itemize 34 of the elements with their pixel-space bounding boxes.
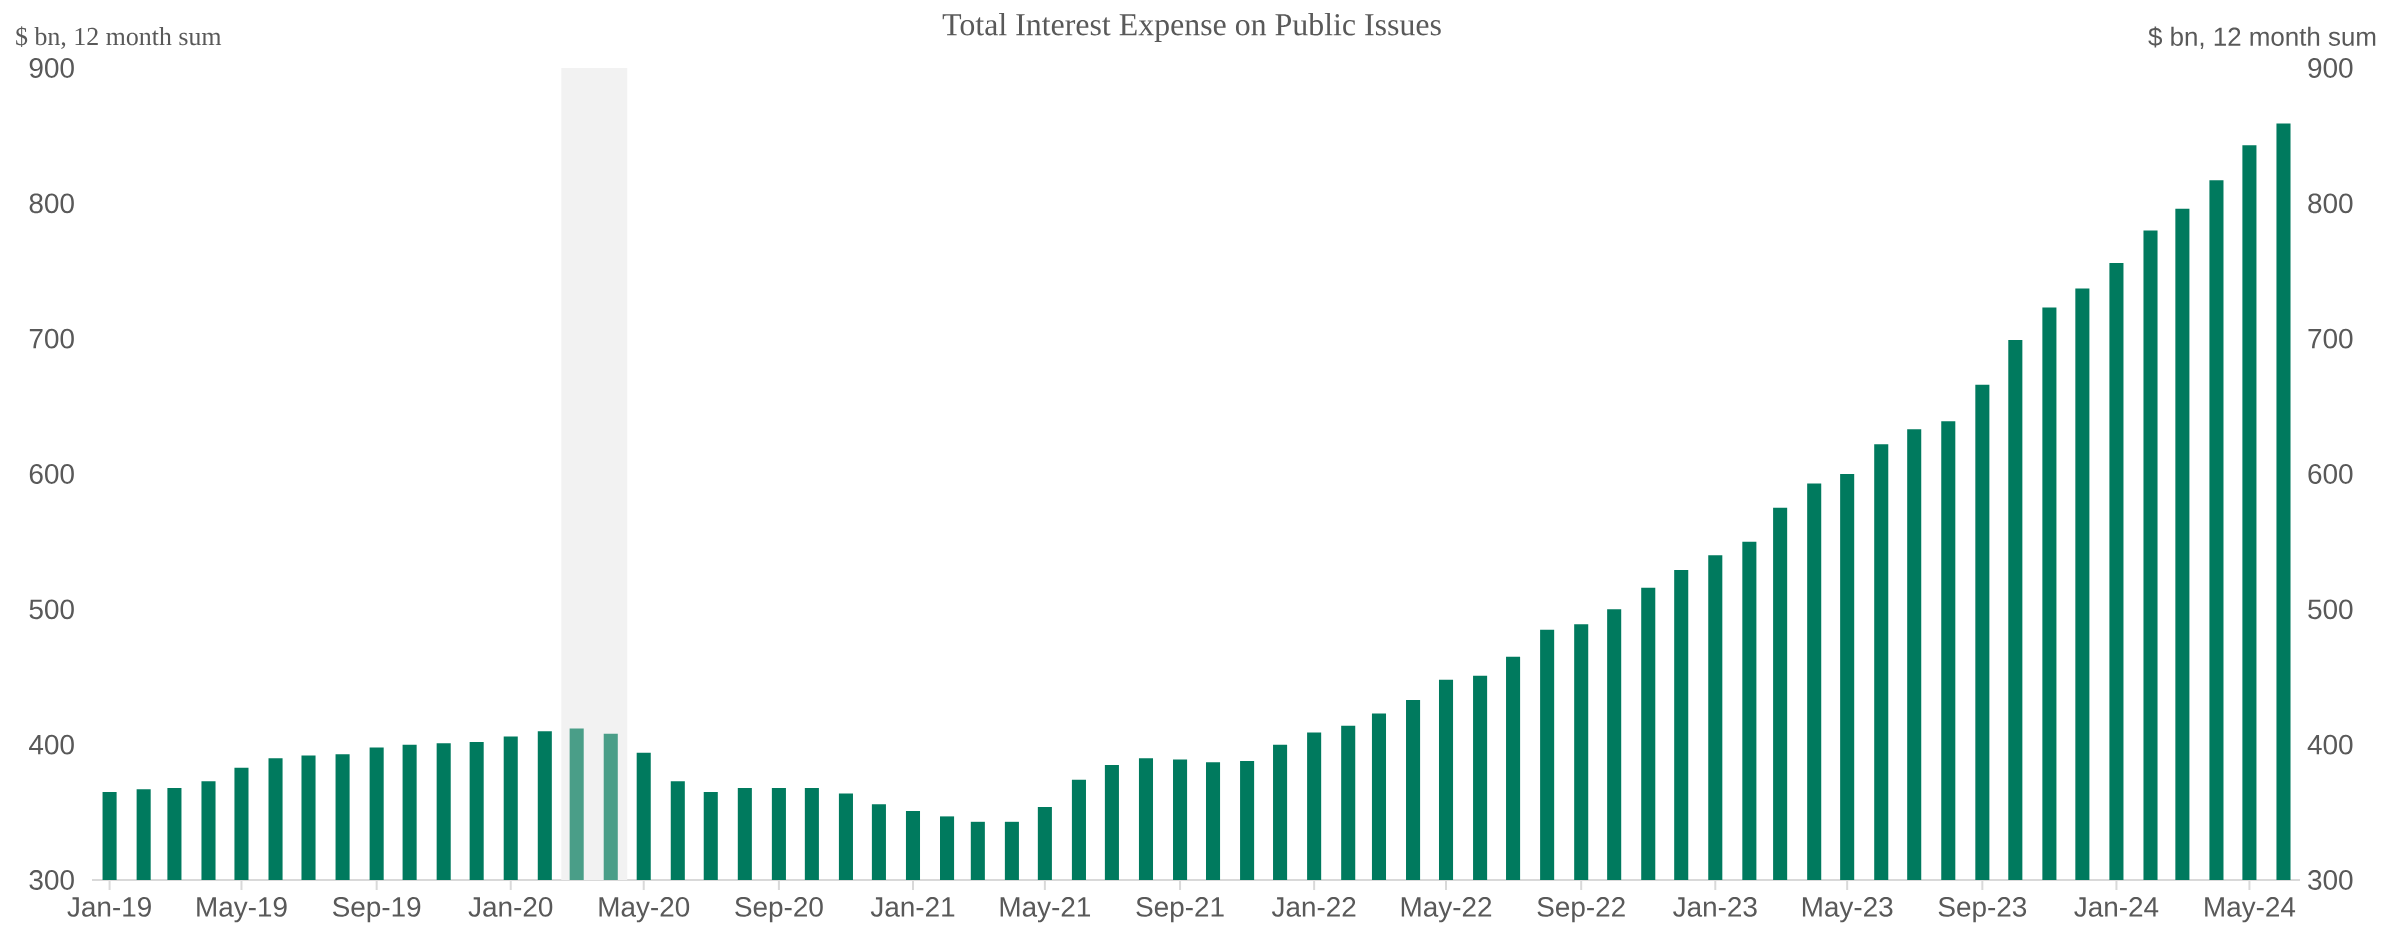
y2-tick-label: 700 xyxy=(2308,328,2353,349)
y-axis-title: $ bn, 12 month sum xyxy=(16,26,222,49)
x-tick-label: May-21 xyxy=(1000,897,1091,923)
x-tick-label: Jan-20 xyxy=(468,897,553,917)
y2-tick-label: 600 xyxy=(2308,464,2353,484)
y2-tick-label: 500 xyxy=(2308,599,2353,620)
x-tick-label: May-19 xyxy=(197,897,287,923)
x-tick-label: Jan-21 xyxy=(870,897,955,917)
chart-title: Total Interest Expense on Public Issues xyxy=(942,13,1441,42)
x-tick-label: Jan-24 xyxy=(2074,897,2159,917)
y-tick-label: 300 xyxy=(29,870,74,890)
y-tick-label: 400 xyxy=(29,734,74,755)
x-tick-label: Jan-23 xyxy=(1673,897,1757,917)
x-tick-label: Sep-19 xyxy=(332,897,421,923)
y2-tick-label: 300 xyxy=(2308,870,2353,890)
x-tick-label: May-23 xyxy=(1802,897,1893,923)
y2-axis-title: $ bn, 12 month sum xyxy=(2148,26,2376,49)
y-tick-label: 900 xyxy=(29,58,74,78)
x-tick-label: Sep-21 xyxy=(1136,897,1224,923)
y-tick-label: 600 xyxy=(29,464,74,484)
x-tick-label: May-22 xyxy=(1401,897,1492,923)
y2-tick-label: 400 xyxy=(2307,734,2353,755)
x-tick-label: Sep-22 xyxy=(1537,897,1625,923)
x-tick-label: Sep-23 xyxy=(1938,897,2027,923)
x-tick-label: Jan-22 xyxy=(1271,897,1356,917)
x-tick-label: Sep-20 xyxy=(735,897,823,923)
x-tick-label: May-24 xyxy=(2205,897,2296,923)
y2-tick-label: 900 xyxy=(2308,58,2353,78)
y-tick-label: 800 xyxy=(29,193,74,214)
x-tick-label: May-20 xyxy=(599,897,690,923)
y2-tick-label: 800 xyxy=(2308,193,2353,214)
y-tick-label: 500 xyxy=(29,599,74,620)
y-tick-label: 700 xyxy=(29,328,74,349)
x-tick-label: Jan-19 xyxy=(67,897,151,917)
